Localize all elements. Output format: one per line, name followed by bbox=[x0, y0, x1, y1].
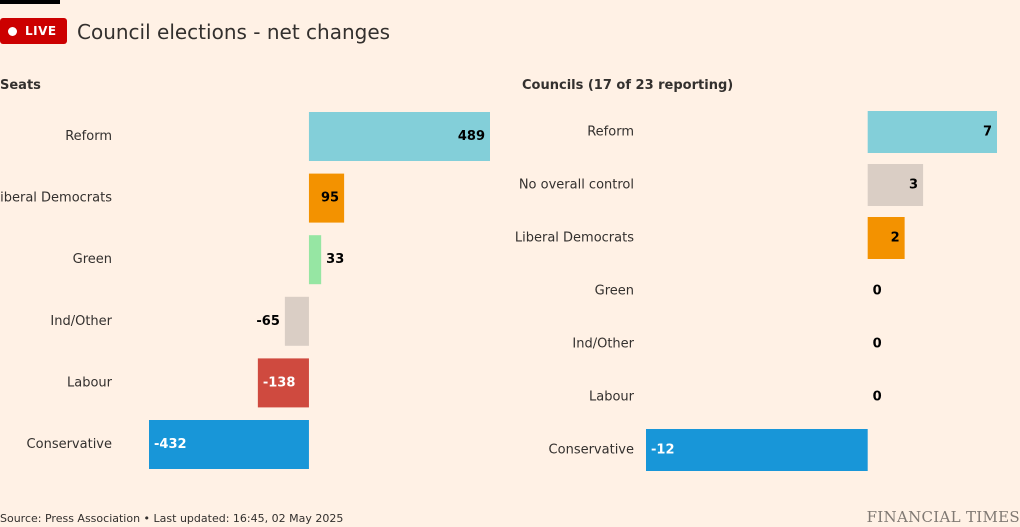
councils-value-label-no-overall-control: 3 bbox=[909, 178, 918, 193]
seats-chart-title: Seats bbox=[0, 78, 41, 93]
councils-chart: Reform 7 No overall control 3 Liberal Democr… bbox=[515, 111, 997, 471]
live-dot-icon bbox=[8, 26, 17, 36]
seats-category-label-reform: Reform bbox=[65, 129, 112, 144]
seats-category-label-liberal-democrats: Liberal Democrats bbox=[0, 191, 112, 206]
councils-chart-title: Councils (17 of 23 reporting) bbox=[522, 78, 734, 93]
seats-category-label-ind-other: Ind/Other bbox=[50, 314, 112, 329]
seats-category-label-labour: Labour bbox=[67, 375, 113, 390]
seats-value-label-liberal-democrats: 95 bbox=[321, 191, 339, 206]
councils-bar-reform bbox=[867, 111, 997, 153]
seats-bar-green bbox=[308, 235, 322, 285]
councils-value-label-labour: 0 bbox=[873, 390, 882, 405]
live-badge: LIVE bbox=[0, 18, 67, 44]
seats-category-label-conservative: Conservative bbox=[27, 437, 112, 452]
seats-bar-liberal-democrats bbox=[308, 173, 345, 223]
councils-category-label-no-overall-control: No overall control bbox=[519, 178, 634, 193]
page-title: Council elections - net changes bbox=[77, 20, 391, 44]
seats-bar-ind-other bbox=[284, 296, 309, 346]
seats-category-label-green: Green bbox=[73, 252, 112, 267]
councils-bar-no-overall-control bbox=[867, 164, 924, 206]
councils-bar-liberal-democrats bbox=[867, 217, 905, 259]
seats-chart: Reform 489 Liberal Democrats 95 Green 33 Ind/O… bbox=[0, 112, 490, 469]
councils-value-label-liberal-democrats: 2 bbox=[891, 231, 900, 246]
seats-value-label-reform: 489 bbox=[458, 129, 485, 144]
councils-value-label-ind-other: 0 bbox=[873, 337, 882, 352]
councils-category-label-conservative: Conservative bbox=[549, 443, 634, 458]
councils-value-label-reform: 7 bbox=[983, 125, 992, 140]
seats-value-label-conservative: -432 bbox=[154, 437, 187, 452]
seats-bar-reform bbox=[308, 112, 490, 161]
councils-bar-conservative bbox=[646, 429, 868, 471]
source-note: Source: Press Association • Last updated… bbox=[0, 512, 344, 525]
live-label: LIVE bbox=[25, 24, 57, 38]
councils-category-label-green: Green bbox=[595, 284, 634, 299]
top-accent-bar bbox=[0, 0, 60, 4]
seats-value-label-labour: -138 bbox=[263, 375, 296, 390]
councils-category-label-labour: Labour bbox=[589, 390, 635, 405]
seats-bar-labour bbox=[257, 358, 309, 408]
councils-value-label-green: 0 bbox=[873, 284, 882, 299]
brand-logo: FINANCIAL TIMES bbox=[866, 508, 1020, 526]
councils-category-label-reform: Reform bbox=[587, 125, 634, 140]
seats-bar-conservative bbox=[149, 420, 309, 469]
councils-category-label-liberal-democrats: Liberal Democrats bbox=[515, 231, 634, 246]
seats-value-label-green: 33 bbox=[326, 252, 344, 267]
councils-category-label-ind-other: Ind/Other bbox=[572, 337, 634, 352]
councils-value-label-conservative: -12 bbox=[651, 443, 675, 458]
seats-value-label-ind-other: -65 bbox=[256, 314, 280, 329]
